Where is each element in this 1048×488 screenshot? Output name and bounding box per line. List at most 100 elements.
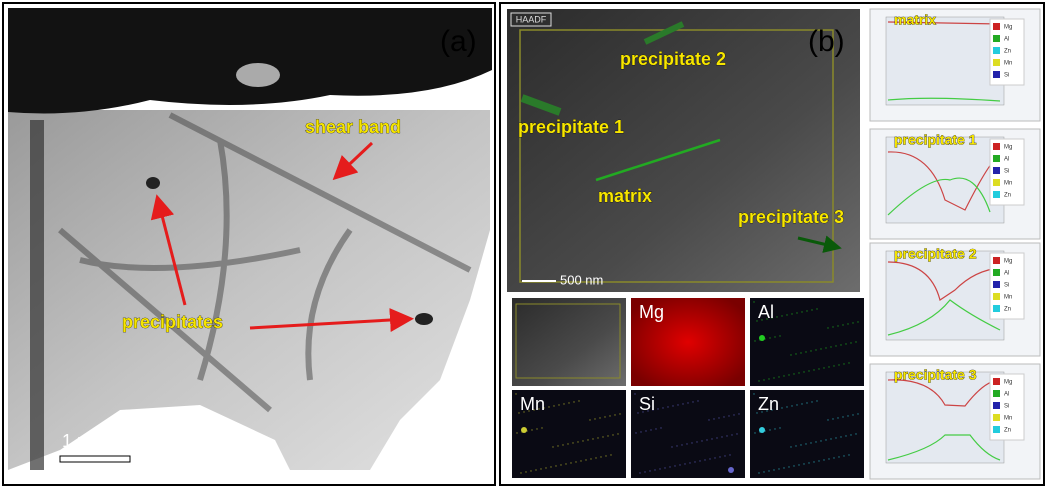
noise [689, 462, 690, 463]
legend-label: Zn [1004, 49, 1011, 55]
noise [847, 323, 848, 324]
noise [607, 435, 608, 436]
noise [650, 429, 651, 430]
noise [758, 472, 759, 473]
noise [639, 472, 640, 473]
legend-label: Al [1004, 271, 1009, 277]
noise [779, 335, 780, 336]
noise [552, 446, 553, 447]
noise [592, 438, 593, 439]
noise [612, 434, 613, 435]
noise [774, 428, 775, 429]
hotspot [521, 427, 527, 433]
noise [857, 321, 858, 322]
profile-title: precipitate 3 [894, 367, 977, 383]
legend-swatch [993, 378, 1000, 385]
noise [806, 310, 807, 311]
noise [721, 436, 722, 437]
noise [535, 469, 536, 470]
legend-label: Si [1004, 169, 1009, 175]
noise [587, 439, 588, 440]
noise [687, 402, 688, 403]
scale-bar [60, 456, 130, 462]
noise [610, 454, 611, 455]
noise [597, 437, 598, 438]
noise [649, 470, 650, 471]
noise [811, 401, 812, 402]
noise [855, 341, 856, 342]
noise [773, 377, 774, 378]
noise [758, 380, 759, 381]
noise [768, 378, 769, 379]
legend-label: Al [1004, 392, 1009, 398]
detector-label: HAADF [516, 14, 547, 24]
map-label: Mn [520, 394, 545, 414]
scale-label: 1 µm [62, 431, 102, 451]
noise [679, 464, 680, 465]
thumbnail [512, 298, 626, 386]
noise [733, 414, 734, 415]
noise [595, 457, 596, 458]
noise [800, 444, 801, 445]
noise [779, 427, 780, 428]
noise [553, 405, 554, 406]
noise [662, 407, 663, 408]
figure: (a) shear band precipitates 1 µm HAADF p… [0, 0, 1048, 488]
noise [691, 442, 692, 443]
noise [738, 413, 739, 414]
legend-swatch [993, 269, 1000, 276]
noise [718, 417, 719, 418]
noise [828, 458, 829, 459]
legend-swatch [993, 293, 1000, 300]
noise [857, 413, 858, 414]
noise [793, 465, 794, 466]
noise [798, 464, 799, 465]
noise [686, 443, 687, 444]
noise [669, 466, 670, 467]
noise [840, 436, 841, 437]
haadf-label: precipitate 2 [620, 49, 726, 69]
noise [692, 401, 693, 402]
legend-swatch [993, 179, 1000, 186]
line-profiles: matrixMgAlZnMnSiprecipitate 1MgAlSiMnZnp… [870, 9, 1040, 479]
noise [845, 343, 846, 344]
noise [842, 324, 843, 325]
annotation: shear band [305, 117, 401, 137]
noise [609, 415, 610, 416]
noise [634, 393, 635, 394]
noise [843, 363, 844, 364]
noise [783, 467, 784, 468]
hotspot [759, 335, 765, 341]
noise [531, 429, 532, 430]
noise [852, 414, 853, 415]
noise [724, 455, 725, 456]
legend-swatch [993, 23, 1000, 30]
noise [769, 337, 770, 338]
noise [694, 461, 695, 462]
map-label: Zn [758, 394, 779, 414]
noise [697, 400, 698, 401]
legend-label: Si [1004, 404, 1009, 410]
noise [835, 437, 836, 438]
noise [731, 434, 732, 435]
legend-swatch [993, 426, 1000, 433]
noise [788, 466, 789, 467]
legend-label: Al [1004, 157, 1009, 163]
noise [832, 418, 833, 419]
noise [660, 427, 661, 428]
noise [837, 417, 838, 418]
noise [714, 457, 715, 458]
legend-label: Zn [1004, 428, 1011, 434]
noise [778, 376, 779, 377]
noise [565, 463, 566, 464]
noise [827, 327, 828, 328]
noise [520, 472, 521, 473]
panel-a: (a) shear band precipitates 1 µm [3, 3, 495, 485]
noise [818, 460, 819, 461]
noise [813, 369, 814, 370]
noise [568, 402, 569, 403]
noise [682, 403, 683, 404]
noise [736, 433, 737, 434]
noise [838, 364, 839, 365]
noise [525, 471, 526, 472]
